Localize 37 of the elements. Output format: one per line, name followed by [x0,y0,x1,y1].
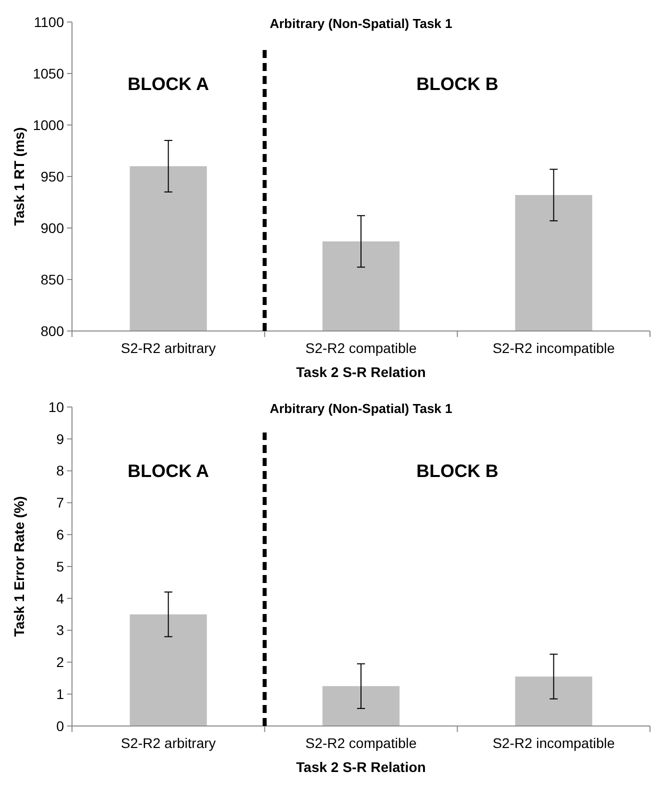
y-tick-label: 1 [56,686,64,702]
y-tick-label: 1000 [32,116,64,133]
bar [515,676,592,726]
y-tick-label: 8 [56,462,64,479]
y-tick-label: 3 [56,622,64,638]
annotation: BLOCK B [416,461,498,482]
x-tick-label: S2-R2 arbitrary [120,340,216,356]
x-tick-label: S2-R2 compatible [305,340,417,356]
annotation: BLOCK B [416,74,498,94]
y-tick-label: 2 [56,654,64,670]
x-tick-label: S2-R2 compatible [305,735,417,751]
x-axis-title: Task 2 S-R Relation [296,759,426,775]
y-tick-label: 5 [56,558,64,574]
y-tick-label: 800 [40,322,64,339]
x-axis-title: Task 2 S-R Relation [296,364,426,380]
y-tick-label: 4 [56,590,64,606]
y-tick-label: 1100 [34,14,64,30]
y-tick-label: 950 [40,168,64,184]
bar [322,686,400,726]
y-axis-title: Task 1 RT (ms) [11,127,27,226]
y-tick-label: 0 [56,718,64,734]
y-tick-label: 6 [56,526,64,542]
bar [130,614,207,726]
y-tick-label: 1050 [32,65,64,82]
x-tick-label: S2-R2 incompatible [492,340,615,356]
y-tick-label: 10 [48,398,64,415]
chart-title: Arbitrary (Non-Spatial) Task 1 [270,401,452,416]
annotation: BLOCK A [128,461,209,482]
y-tick-label: 7 [56,494,64,511]
y-tick-label: 850 [40,271,64,288]
y-axis-title: Task 1 Error Rate (%) [11,496,27,637]
chart-title: Arbitrary (Non-Spatial) Task 1 [270,16,452,31]
y-tick-label: 900 [40,220,64,236]
annotation: BLOCK A [128,74,209,94]
x-tick-label: S2-R2 incompatible [492,735,615,751]
x-tick-label: S2-R2 arbitrary [120,735,216,751]
y-tick-label: 9 [56,430,64,447]
